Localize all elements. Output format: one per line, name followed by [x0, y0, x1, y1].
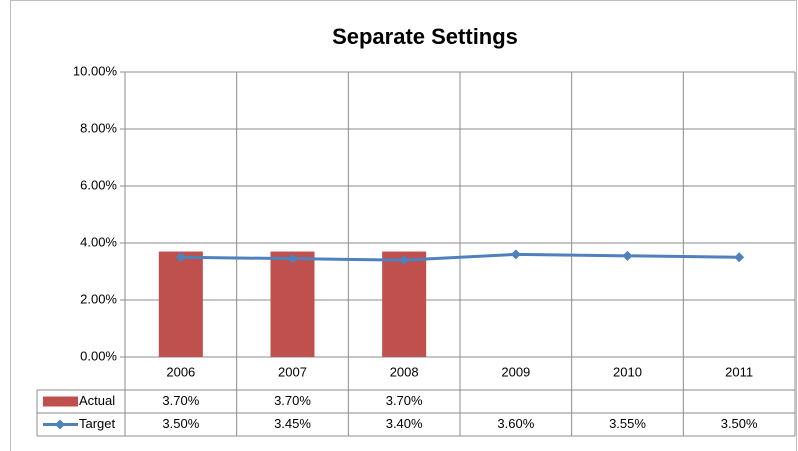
- table-cell: 3.45%: [274, 416, 311, 431]
- y-tick-label: 4.00%: [80, 234, 117, 249]
- table-cell: 3.40%: [386, 416, 423, 431]
- marker: [175, 252, 186, 263]
- y-tick-label: 6.00%: [80, 177, 117, 192]
- marker: [734, 252, 745, 263]
- table-cell: 3.70%: [274, 393, 311, 408]
- legend-label: Target: [79, 416, 116, 431]
- marker: [287, 253, 298, 264]
- line: [180, 252, 740, 262]
- x-tick-label: 2010: [613, 364, 642, 379]
- table-cell: 3.60%: [497, 416, 534, 431]
- y-tick-label: 10.00%: [73, 63, 118, 78]
- chart-border: [10, 0, 797, 451]
- legend-label: Actual: [79, 393, 115, 408]
- x-tick-label: 2009: [501, 364, 530, 379]
- table-cell: 3.50%: [162, 416, 199, 431]
- legend-key: [43, 396, 78, 407]
- chart-title: Separate Settings: [332, 24, 518, 49]
- x-tick-label: 2007: [278, 364, 307, 379]
- table-cell: 3.70%: [162, 393, 199, 408]
- marker: [510, 249, 521, 260]
- marker: [399, 255, 410, 266]
- bar: [158, 251, 203, 357]
- x-tick-label: 2006: [166, 364, 195, 379]
- x-tick-label: 2011: [725, 364, 753, 379]
- marker: [622, 250, 633, 261]
- legend-key-marker: [55, 419, 65, 430]
- table-cell: 3.55%: [609, 416, 646, 431]
- table-cell: 3.50%: [721, 416, 758, 431]
- bar: [382, 251, 427, 357]
- y-tick-label: 0.00%: [80, 348, 117, 363]
- x-tick-label: 2008: [390, 364, 419, 379]
- bar: [270, 251, 315, 357]
- y-tick-label: 8.00%: [80, 120, 117, 135]
- table-cell: 3.70%: [386, 393, 423, 408]
- y-tick-label: 2.00%: [80, 291, 117, 306]
